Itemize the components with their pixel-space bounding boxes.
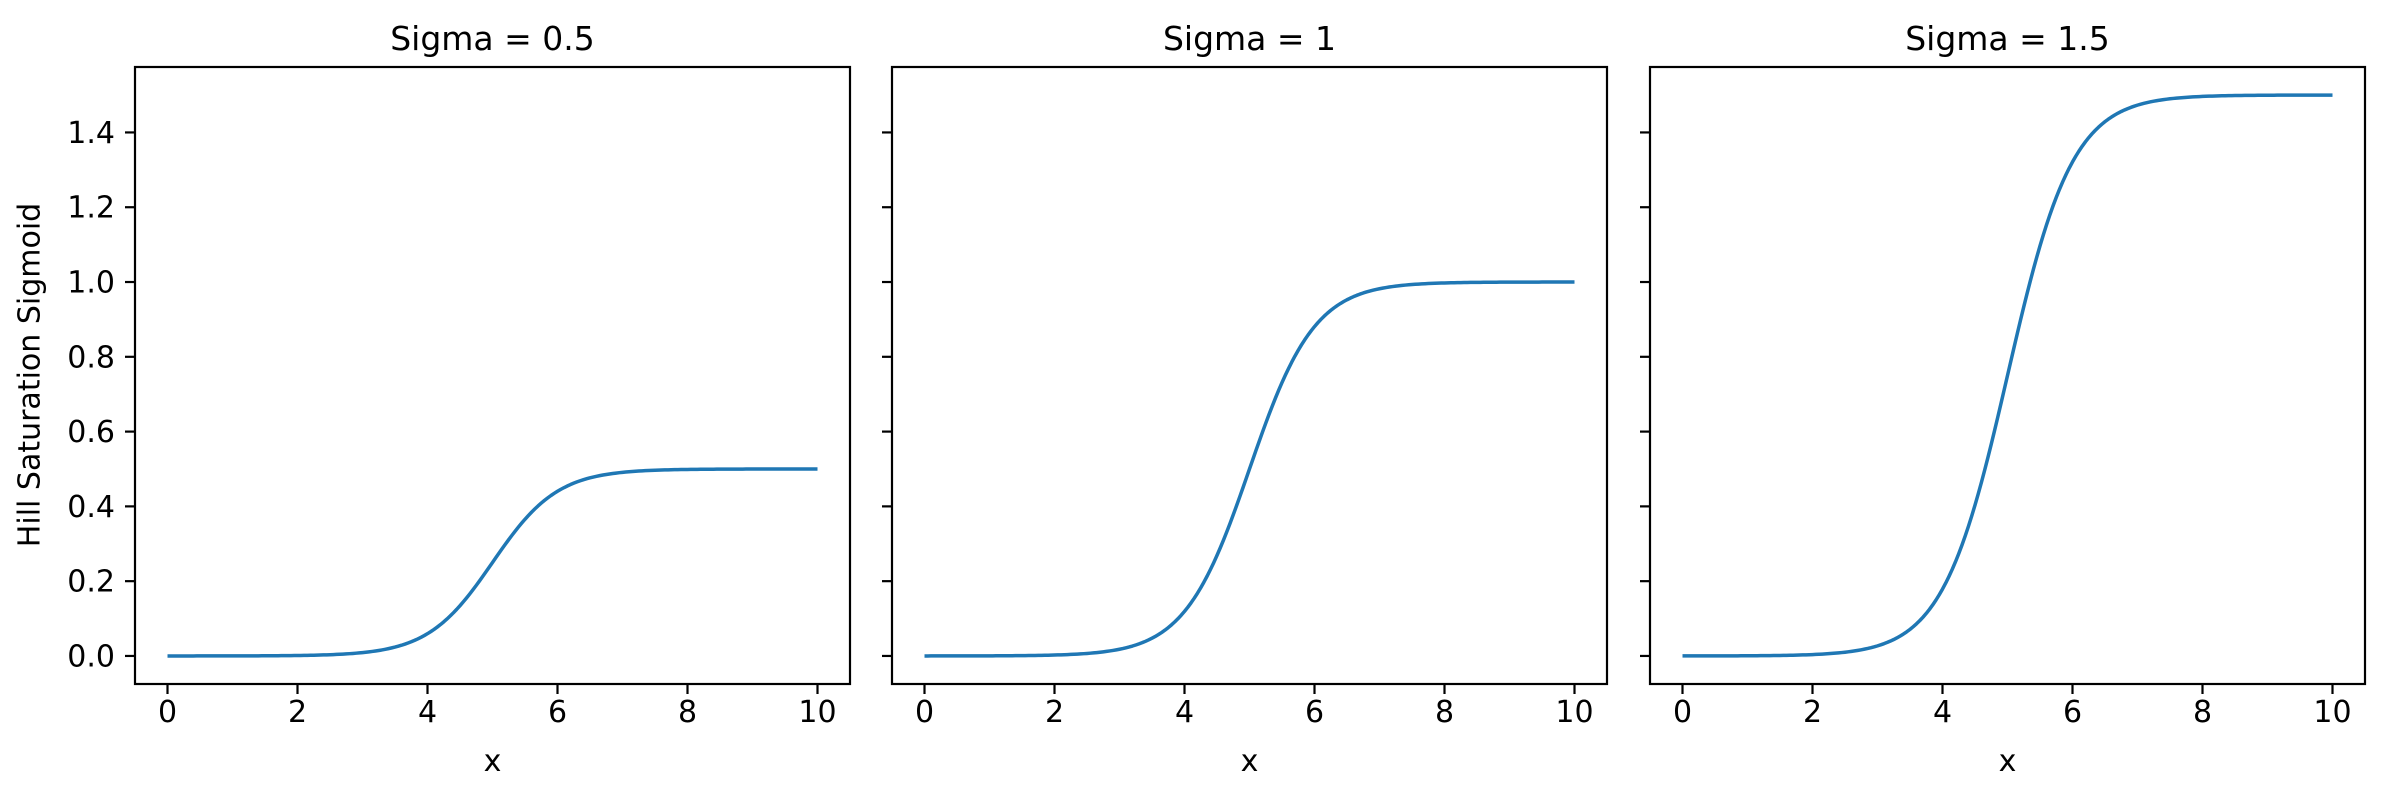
x-tick-label: 4 <box>1175 695 1194 730</box>
y-tick-label: 0.8 <box>67 340 115 375</box>
x-tick-label: 0 <box>915 695 934 730</box>
y-tick-label: 0.0 <box>67 639 115 674</box>
x-tick-label: 4 <box>1933 695 1952 730</box>
y-tick-label: 0.6 <box>67 415 115 450</box>
y-tick-label: 0.4 <box>67 490 115 525</box>
subplot-title: Sigma = 1.5 <box>1905 19 2110 58</box>
x-tick-label: 2 <box>288 695 307 730</box>
subplot-title: Sigma = 1 <box>1163 19 1336 58</box>
x-tick-label: 8 <box>678 695 697 730</box>
x-tick-label: 10 <box>2313 695 2351 730</box>
x-tick-label: 10 <box>1555 695 1593 730</box>
y-tick-label: 0.2 <box>67 565 115 600</box>
y-tick-label: 1.2 <box>67 191 115 226</box>
y-tick-label: 1.4 <box>67 116 115 151</box>
y-tick-label: 1.0 <box>67 266 115 301</box>
x-axis-label: x <box>1241 744 1259 779</box>
x-tick-label: 8 <box>1435 695 1454 730</box>
x-axis-label: x <box>484 744 502 779</box>
axis-ticks: 0 2 4 6 8 10 0.0 0.2 0.4 0.6 0.8 1.0 1.2 1.4 <box>67 116 836 730</box>
x-tick-label: 6 <box>1305 695 1324 730</box>
plot-border <box>890 65 1609 686</box>
x-axis-label: x <box>1999 744 2017 779</box>
plot-border <box>1648 65 2367 686</box>
x-tick-label: 10 <box>798 695 836 730</box>
x-tick-label: 0 <box>158 695 177 730</box>
x-tick-label: 6 <box>548 695 567 730</box>
subplot-title: Sigma = 0.5 <box>390 19 595 58</box>
subplot-sigma-1-5: Sigma = 1.5 0 2 4 6 8 10 x <box>1640 19 2367 779</box>
x-tick-label: 2 <box>1803 695 1822 730</box>
x-tick-label: 2 <box>1045 695 1064 730</box>
sigmoid-curve <box>167 467 818 658</box>
subplot-sigma-1: Sigma = 1 0 2 4 6 8 10 x <box>882 19 1609 779</box>
sigmoid-curve <box>1682 93 2333 658</box>
axis-ticks: 0 2 4 6 8 10 <box>882 131 1594 730</box>
x-tick-label: 8 <box>2193 695 2212 730</box>
x-tick-label: 0 <box>1673 695 1692 730</box>
x-tick-label: 4 <box>418 695 437 730</box>
y-axis-label: Hill Saturation Sigmoid <box>12 202 48 548</box>
subplot-sigma-0-5: Sigma = 0.5 0 2 4 6 8 10 0.0 0.2 0.4 0.6 0.8 1.0 1.2… <box>67 19 852 779</box>
axis-ticks: 0 2 4 6 8 10 <box>1640 131 2352 730</box>
sigmoid-curve <box>924 280 1575 658</box>
x-tick-label: 6 <box>2063 695 2082 730</box>
plot-border <box>133 65 852 686</box>
